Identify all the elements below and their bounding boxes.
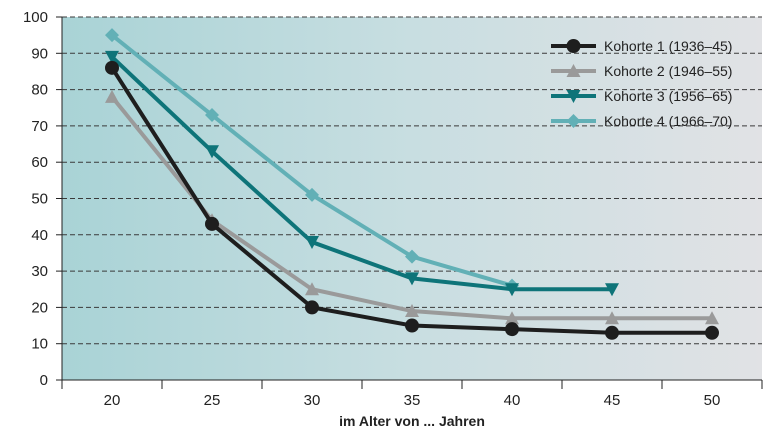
x-tick-label: 45 (604, 392, 621, 409)
data-point (305, 187, 319, 202)
x-tick-labels: 20 25 30 35 40 45 50 (104, 392, 721, 409)
legend-marker (566, 90, 581, 103)
data-point (105, 89, 119, 103)
legend: Kohorte 1 (1936–45) Kohorte 2 (1946–55) Ko… (551, 38, 732, 129)
axes (56, 16, 763, 389)
data-point (305, 236, 319, 250)
legend-label: Kohorte 3 (1956–65) (604, 88, 732, 104)
data-point (405, 272, 419, 286)
series-line (110, 54, 614, 292)
series-4 (105, 28, 519, 293)
legend-label: Kohorte 1 (1936–45) (604, 38, 732, 54)
x-axis-title: im Alter von ... Jahren (339, 413, 485, 429)
y-tick-label: 0 (40, 372, 48, 389)
data-point (105, 50, 119, 64)
legend-marker (566, 39, 581, 53)
legend-item: Kohorte 2 (1946–55) (551, 63, 732, 79)
y-tick-label: 100 (23, 9, 48, 26)
x-tick-label: 25 (204, 392, 221, 409)
legend-marker (566, 64, 581, 77)
series-layer (105, 28, 719, 340)
data-point (105, 60, 119, 75)
legend-item: Kohorte 4 (1966–70) (551, 113, 732, 129)
x-tick-label: 20 (104, 392, 121, 409)
y-tick-label: 70 (31, 118, 48, 135)
x-tick-label: 50 (704, 392, 721, 409)
data-point (705, 311, 719, 325)
data-point (105, 28, 119, 43)
y-tick-label: 20 (31, 299, 48, 316)
data-point (305, 300, 319, 315)
legend-marker (566, 114, 581, 128)
data-point (405, 318, 419, 333)
data-point (705, 325, 719, 340)
series-3 (105, 50, 619, 297)
data-point (205, 145, 219, 159)
x-tick-label: 40 (504, 392, 521, 409)
data-point (605, 311, 619, 325)
y-tick-label: 80 (31, 82, 48, 99)
series-1 (105, 60, 719, 340)
data-point (505, 283, 519, 297)
legend-item: Kohorte 1 (1936–45) (551, 38, 732, 54)
data-point (505, 311, 519, 325)
y-tick-label: 10 (31, 336, 48, 353)
y-tick-label: 40 (31, 227, 48, 244)
y-tick-label: 30 (31, 263, 48, 280)
data-point (205, 108, 219, 123)
legend-item: Kohorte 3 (1956–65) (551, 88, 732, 104)
data-point (605, 325, 619, 340)
data-point (405, 249, 419, 264)
y-tick-label: 60 (31, 154, 48, 171)
data-point (605, 283, 619, 297)
legend-label: Kohorte 4 (1966–70) (604, 113, 732, 129)
data-point (305, 282, 319, 296)
legend-label: Kohorte 2 (1946–55) (604, 63, 732, 79)
data-point (205, 216, 219, 231)
x-tick-label: 35 (404, 392, 421, 409)
y-tick-label: 50 (31, 191, 48, 208)
data-point (405, 304, 419, 318)
y-tick-labels: 0 10 20 30 40 50 60 70 80 90 100 (23, 9, 48, 389)
y-tick-label: 90 (31, 45, 48, 62)
x-tick-label: 30 (304, 392, 321, 409)
data-point (505, 322, 519, 337)
